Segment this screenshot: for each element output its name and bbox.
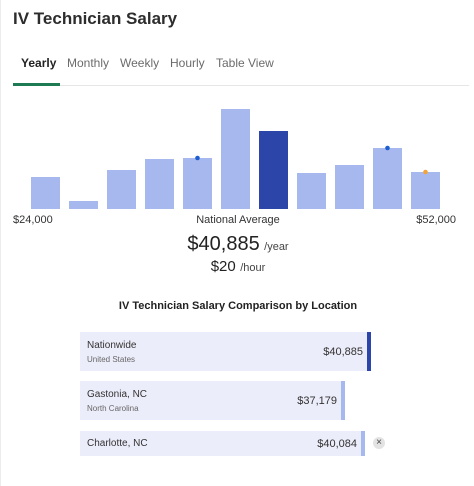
location-row-nationwide: Nationwide United States $40,885 — [80, 332, 371, 371]
location-name: Gastonia, NC — [87, 389, 148, 400]
histogram-bar — [373, 148, 402, 209]
yearly-salary-value: $40,885 — [187, 233, 260, 255]
hourly-salary-unit: /hour — [240, 262, 266, 274]
histogram-bar — [411, 172, 440, 209]
histogram-bar — [107, 170, 136, 209]
location-value: $40,084 — [317, 438, 357, 450]
chart-center-label: National Average — [196, 214, 280, 226]
histogram-bar — [297, 173, 326, 209]
page-title: IV Technician Salary — [13, 9, 178, 28]
hourly-salary: $20 /hour — [1, 258, 474, 276]
histogram-bar — [183, 158, 212, 209]
chart-max-label: $52,000 — [416, 214, 456, 226]
histogram-bar — [335, 165, 364, 209]
active-tab-indicator — [13, 83, 60, 86]
location-bar-end — [367, 332, 371, 371]
location-row-charlotte: Charlotte, NC $40,084 — [80, 431, 365, 456]
histogram-marker-dot — [385, 145, 390, 151]
histogram-bar-highlight — [259, 131, 288, 209]
location-row-gastonia: Gastonia, NC North Carolina $37,179 — [80, 381, 345, 420]
tab-monthly[interactable]: Monthly — [67, 56, 110, 70]
location-sub: North Carolina — [87, 404, 139, 413]
yearly-salary: $40,885 /year — [1, 233, 474, 256]
close-icon[interactable]: × — [373, 437, 385, 449]
histogram-bar — [145, 159, 174, 209]
location-bar-end — [361, 431, 365, 456]
salary-distribution-chart — [31, 109, 440, 209]
tab-yearly[interactable]: Yearly — [21, 56, 57, 70]
yearly-salary-unit: /year — [264, 241, 289, 253]
location-value: $40,885 — [323, 346, 363, 358]
histogram-marker-dot — [423, 169, 428, 175]
tab-weekly[interactable]: Weekly — [120, 56, 160, 70]
location-name: Nationwide — [87, 340, 137, 351]
period-tabs: Yearly Monthly Weekly Hourly Table View — [13, 50, 469, 86]
histogram-marker-dot — [195, 155, 200, 161]
location-sub: United States — [87, 355, 136, 364]
histogram-bar — [31, 177, 60, 209]
location-name: Charlotte, NC — [87, 438, 148, 449]
tab-hourly[interactable]: Hourly — [170, 56, 205, 70]
histogram-bar — [221, 109, 250, 209]
location-value: $37,179 — [297, 395, 337, 407]
comparison-title: IV Technician Salary Comparison by Locat… — [118, 300, 358, 312]
chart-min-label: $24,000 — [13, 214, 53, 226]
hourly-salary-value: $20 — [210, 258, 236, 275]
location-bar-end — [341, 381, 345, 420]
histogram-bar — [69, 201, 98, 209]
tab-table-view[interactable]: Table View — [216, 56, 274, 70]
